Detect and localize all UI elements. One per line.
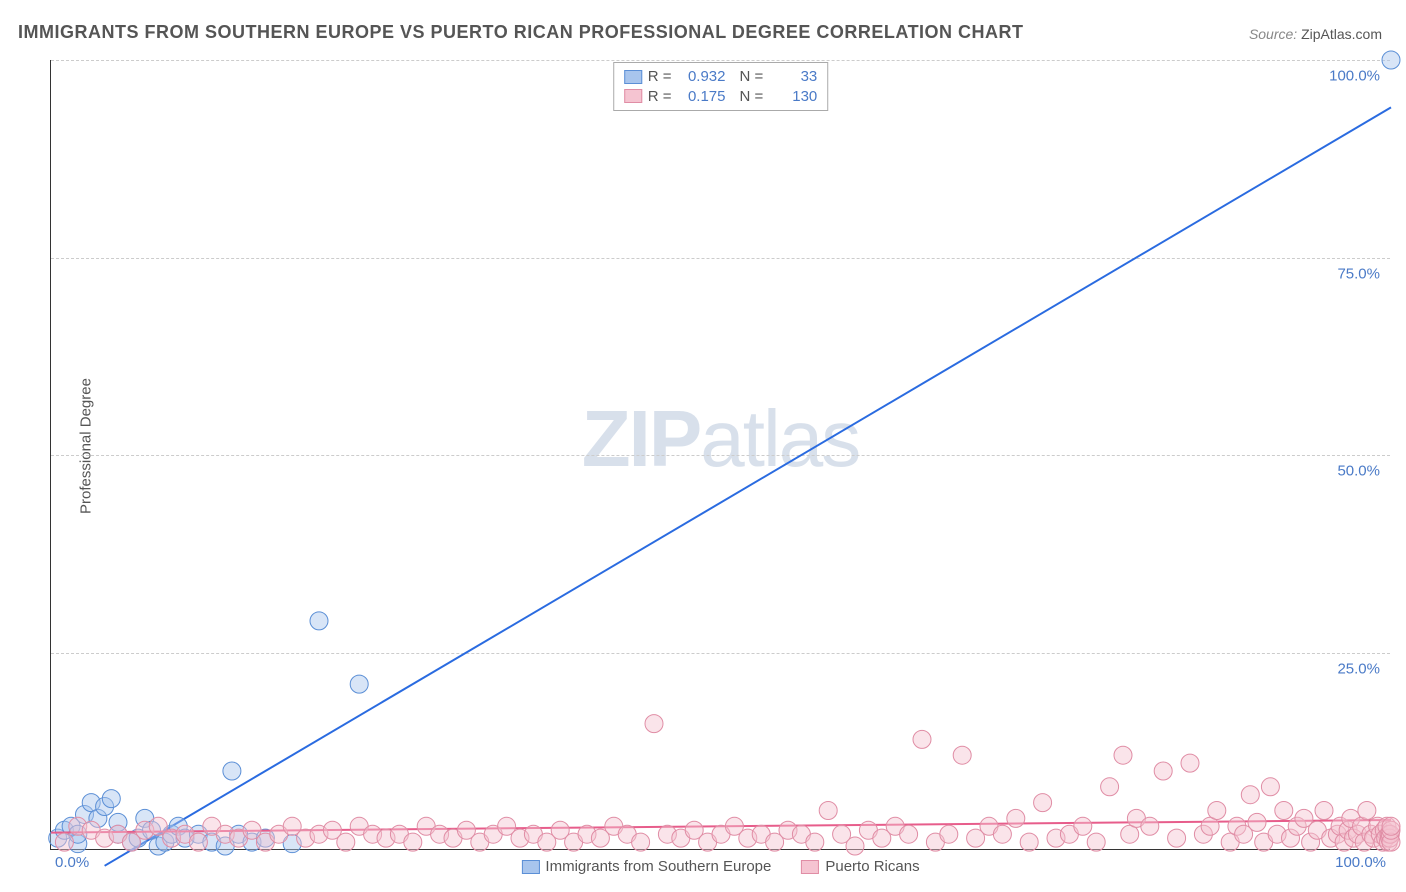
xtick-min: 0.0% bbox=[55, 854, 89, 871]
data-point bbox=[310, 612, 328, 630]
data-point bbox=[1382, 817, 1400, 835]
stats-legend: R = 0.932 N = 33 R = 0.175 N = 130 bbox=[613, 62, 829, 111]
data-point bbox=[1382, 51, 1400, 69]
source-value: ZipAtlas.com bbox=[1301, 26, 1382, 42]
legend-swatch-1 bbox=[801, 860, 819, 874]
data-point bbox=[1201, 817, 1219, 835]
data-point bbox=[993, 825, 1011, 843]
chart-svg bbox=[51, 60, 1390, 849]
data-point bbox=[1020, 833, 1038, 851]
data-point bbox=[645, 715, 663, 733]
data-point bbox=[1141, 817, 1159, 835]
data-point bbox=[819, 802, 837, 820]
data-point bbox=[1114, 746, 1132, 764]
data-point bbox=[337, 833, 355, 851]
data-point bbox=[1101, 778, 1119, 796]
data-point bbox=[1241, 786, 1259, 804]
n-label-1: N = bbox=[740, 87, 764, 107]
data-point bbox=[350, 675, 368, 693]
legend-label-1: Puerto Ricans bbox=[825, 858, 919, 875]
n-label-0: N = bbox=[740, 67, 764, 87]
source-prefix: Source: bbox=[1249, 26, 1297, 42]
legend-swatch-0 bbox=[521, 860, 539, 874]
data-point bbox=[1007, 809, 1025, 827]
r-label-1: R = bbox=[648, 87, 672, 107]
data-point bbox=[1358, 802, 1376, 820]
bottom-legend: Immigrants from Southern Europe Puerto R… bbox=[521, 858, 919, 875]
r-value-0: 0.932 bbox=[678, 67, 726, 87]
swatch-series-0 bbox=[624, 70, 642, 84]
data-point bbox=[102, 790, 120, 808]
data-point bbox=[1074, 817, 1092, 835]
legend-label-0: Immigrants from Southern Europe bbox=[545, 858, 771, 875]
data-point bbox=[1315, 802, 1333, 820]
n-value-0: 33 bbox=[769, 67, 817, 87]
data-point bbox=[953, 746, 971, 764]
legend-item-1: Puerto Ricans bbox=[801, 858, 919, 875]
data-point bbox=[223, 762, 241, 780]
data-point bbox=[1121, 825, 1139, 843]
data-point bbox=[1087, 833, 1105, 851]
stats-row-0: R = 0.932 N = 33 bbox=[624, 67, 818, 87]
data-point bbox=[1154, 762, 1172, 780]
data-point bbox=[1208, 802, 1226, 820]
data-point bbox=[1168, 829, 1186, 847]
data-point bbox=[1261, 778, 1279, 796]
xtick-max: 100.0% bbox=[1335, 854, 1386, 871]
chart-title: IMMIGRANTS FROM SOUTHERN EUROPE VS PUERT… bbox=[18, 22, 1024, 43]
source-label: Source: ZipAtlas.com bbox=[1249, 26, 1382, 42]
data-point bbox=[846, 837, 864, 855]
swatch-series-1 bbox=[624, 89, 642, 103]
data-point bbox=[806, 833, 824, 851]
r-value-1: 0.175 bbox=[678, 87, 726, 107]
data-point bbox=[1248, 813, 1266, 831]
data-point bbox=[900, 825, 918, 843]
n-value-1: 130 bbox=[769, 87, 817, 107]
data-point bbox=[404, 833, 422, 851]
stats-row-1: R = 0.175 N = 130 bbox=[624, 87, 818, 107]
trend-line bbox=[105, 107, 1391, 865]
data-point bbox=[1275, 802, 1293, 820]
legend-item-0: Immigrants from Southern Europe bbox=[521, 858, 771, 875]
data-point bbox=[189, 833, 207, 851]
data-point bbox=[940, 825, 958, 843]
data-point bbox=[55, 833, 73, 851]
data-point bbox=[913, 730, 931, 748]
data-point bbox=[632, 833, 650, 851]
data-point bbox=[1181, 754, 1199, 772]
r-label-0: R = bbox=[648, 67, 672, 87]
data-point bbox=[1034, 794, 1052, 812]
plot-area: ZIPatlas 25.0%50.0%75.0%100.0% R = 0.932… bbox=[50, 60, 1390, 850]
